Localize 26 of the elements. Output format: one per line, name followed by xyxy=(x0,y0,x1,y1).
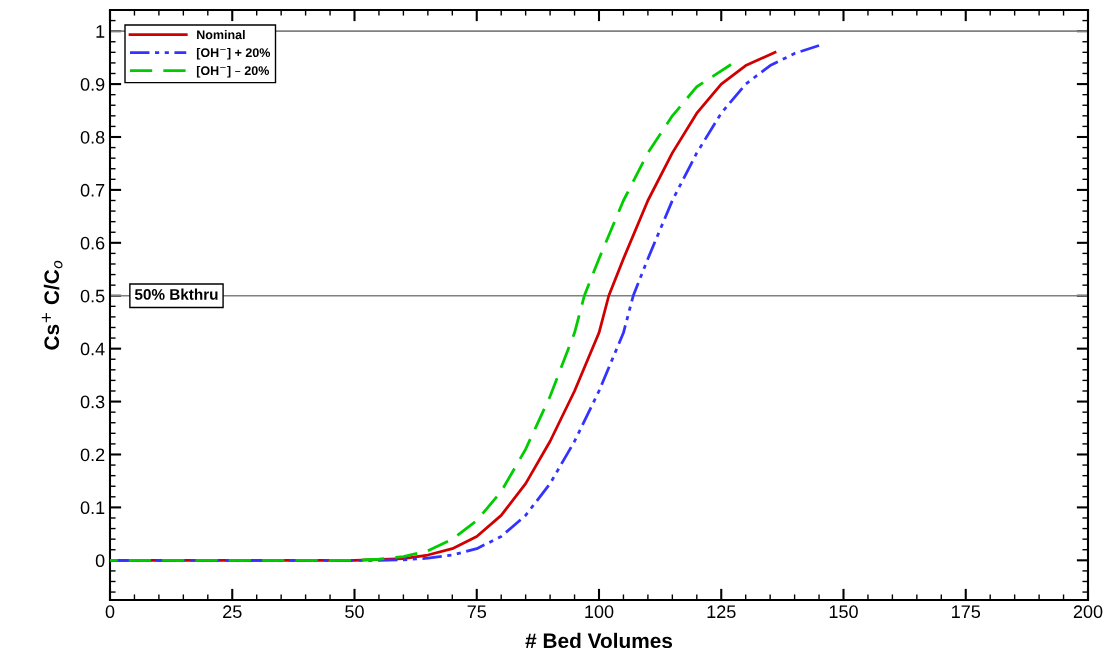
legend-label: [OH$^{−}$] + 20% xyxy=(196,47,271,60)
y-tick-label: 0.6 xyxy=(80,236,105,250)
legend-label: Nominal xyxy=(197,30,245,40)
x-tick-label: 75 xyxy=(467,605,487,619)
y-tick-label: 0.3 xyxy=(80,395,105,409)
x-tick-label: 200 xyxy=(1073,605,1103,619)
x-axis-title: # Bed Volumes xyxy=(525,632,673,649)
y-tick-label: 0.7 xyxy=(80,183,105,197)
y-axis-title: Cs$^{+}$ C/C$_{o}$ xyxy=(41,260,63,350)
y-tick-label: 0 xyxy=(95,554,105,568)
x-tick-label: 0 xyxy=(105,605,115,619)
x-tick-label: 100 xyxy=(585,605,614,619)
y-tick-label: 0.1 xyxy=(80,501,105,515)
y-tick-label: 0.9 xyxy=(80,78,105,91)
y-tick-label: 0.4 xyxy=(80,342,105,356)
x-tick-label: 50 xyxy=(345,605,364,619)
y-tick-label: 0.8 xyxy=(80,130,105,144)
x-tick-label: 150 xyxy=(829,605,858,619)
ref-line-label: 50% Bkthru xyxy=(134,288,218,300)
y-tick-label: 0.5 xyxy=(80,289,105,303)
x-tick-label: 125 xyxy=(707,605,736,619)
y-tick-label: 1 xyxy=(96,25,105,38)
y-tick-label: 0.2 xyxy=(80,448,105,462)
legend-label: [OH$^{−}$] – 20% xyxy=(196,65,269,78)
x-tick-label: 25 xyxy=(223,605,242,619)
x-tick-label: 175 xyxy=(952,605,981,619)
